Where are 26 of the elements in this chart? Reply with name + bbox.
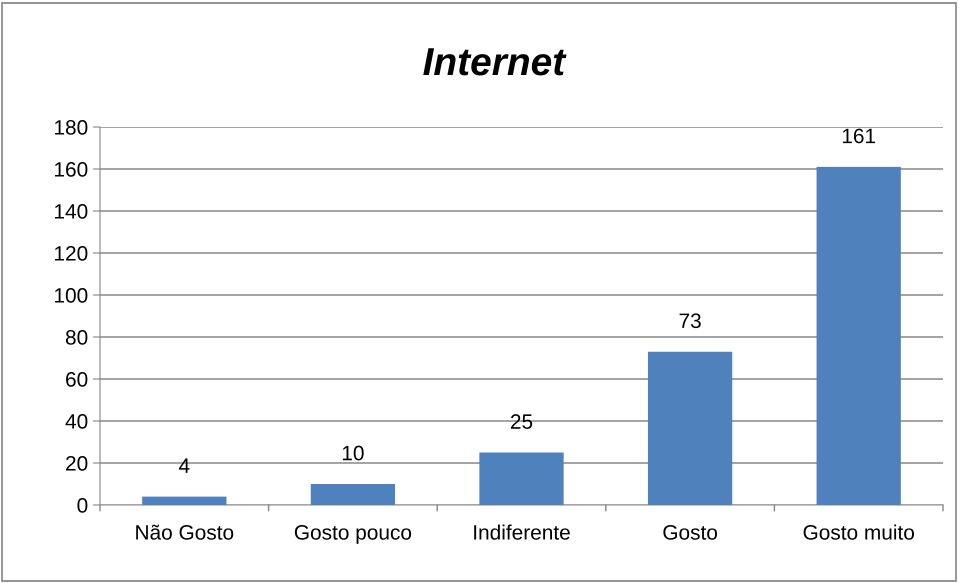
data-label: 161 xyxy=(842,128,876,144)
bar xyxy=(310,484,396,505)
y-tick-label: 0 xyxy=(77,498,88,513)
y-tick-label: 140 xyxy=(55,204,88,219)
x-tick-label: Gosto pouco xyxy=(294,524,412,544)
y-tick-label: 120 xyxy=(55,246,88,261)
y-tick-label: 80 xyxy=(66,330,88,345)
x-tick-label: Gosto muito xyxy=(804,524,914,540)
y-tick-label: 20 xyxy=(66,456,88,471)
data-label: 4 xyxy=(178,458,190,473)
bar xyxy=(648,352,732,505)
y-tick-label: 60 xyxy=(66,372,88,387)
data-label: 25 xyxy=(510,414,532,429)
y-tick-label: 180 xyxy=(55,120,88,135)
x-tick-label: Gosto xyxy=(663,524,718,540)
bar xyxy=(479,452,564,505)
y-tick-label: 100 xyxy=(55,288,88,303)
x-tick-label: Não Gosto xyxy=(136,524,234,540)
bar xyxy=(816,166,901,505)
data-label: 10 xyxy=(342,446,364,460)
y-tick-label: 160 xyxy=(55,162,88,177)
bar xyxy=(142,496,226,505)
x-tick-label: Indiferente xyxy=(474,524,570,540)
chart-title: Internet xyxy=(423,48,567,76)
y-tick-label: 40 xyxy=(66,414,88,429)
data-label: 73 xyxy=(680,313,701,328)
